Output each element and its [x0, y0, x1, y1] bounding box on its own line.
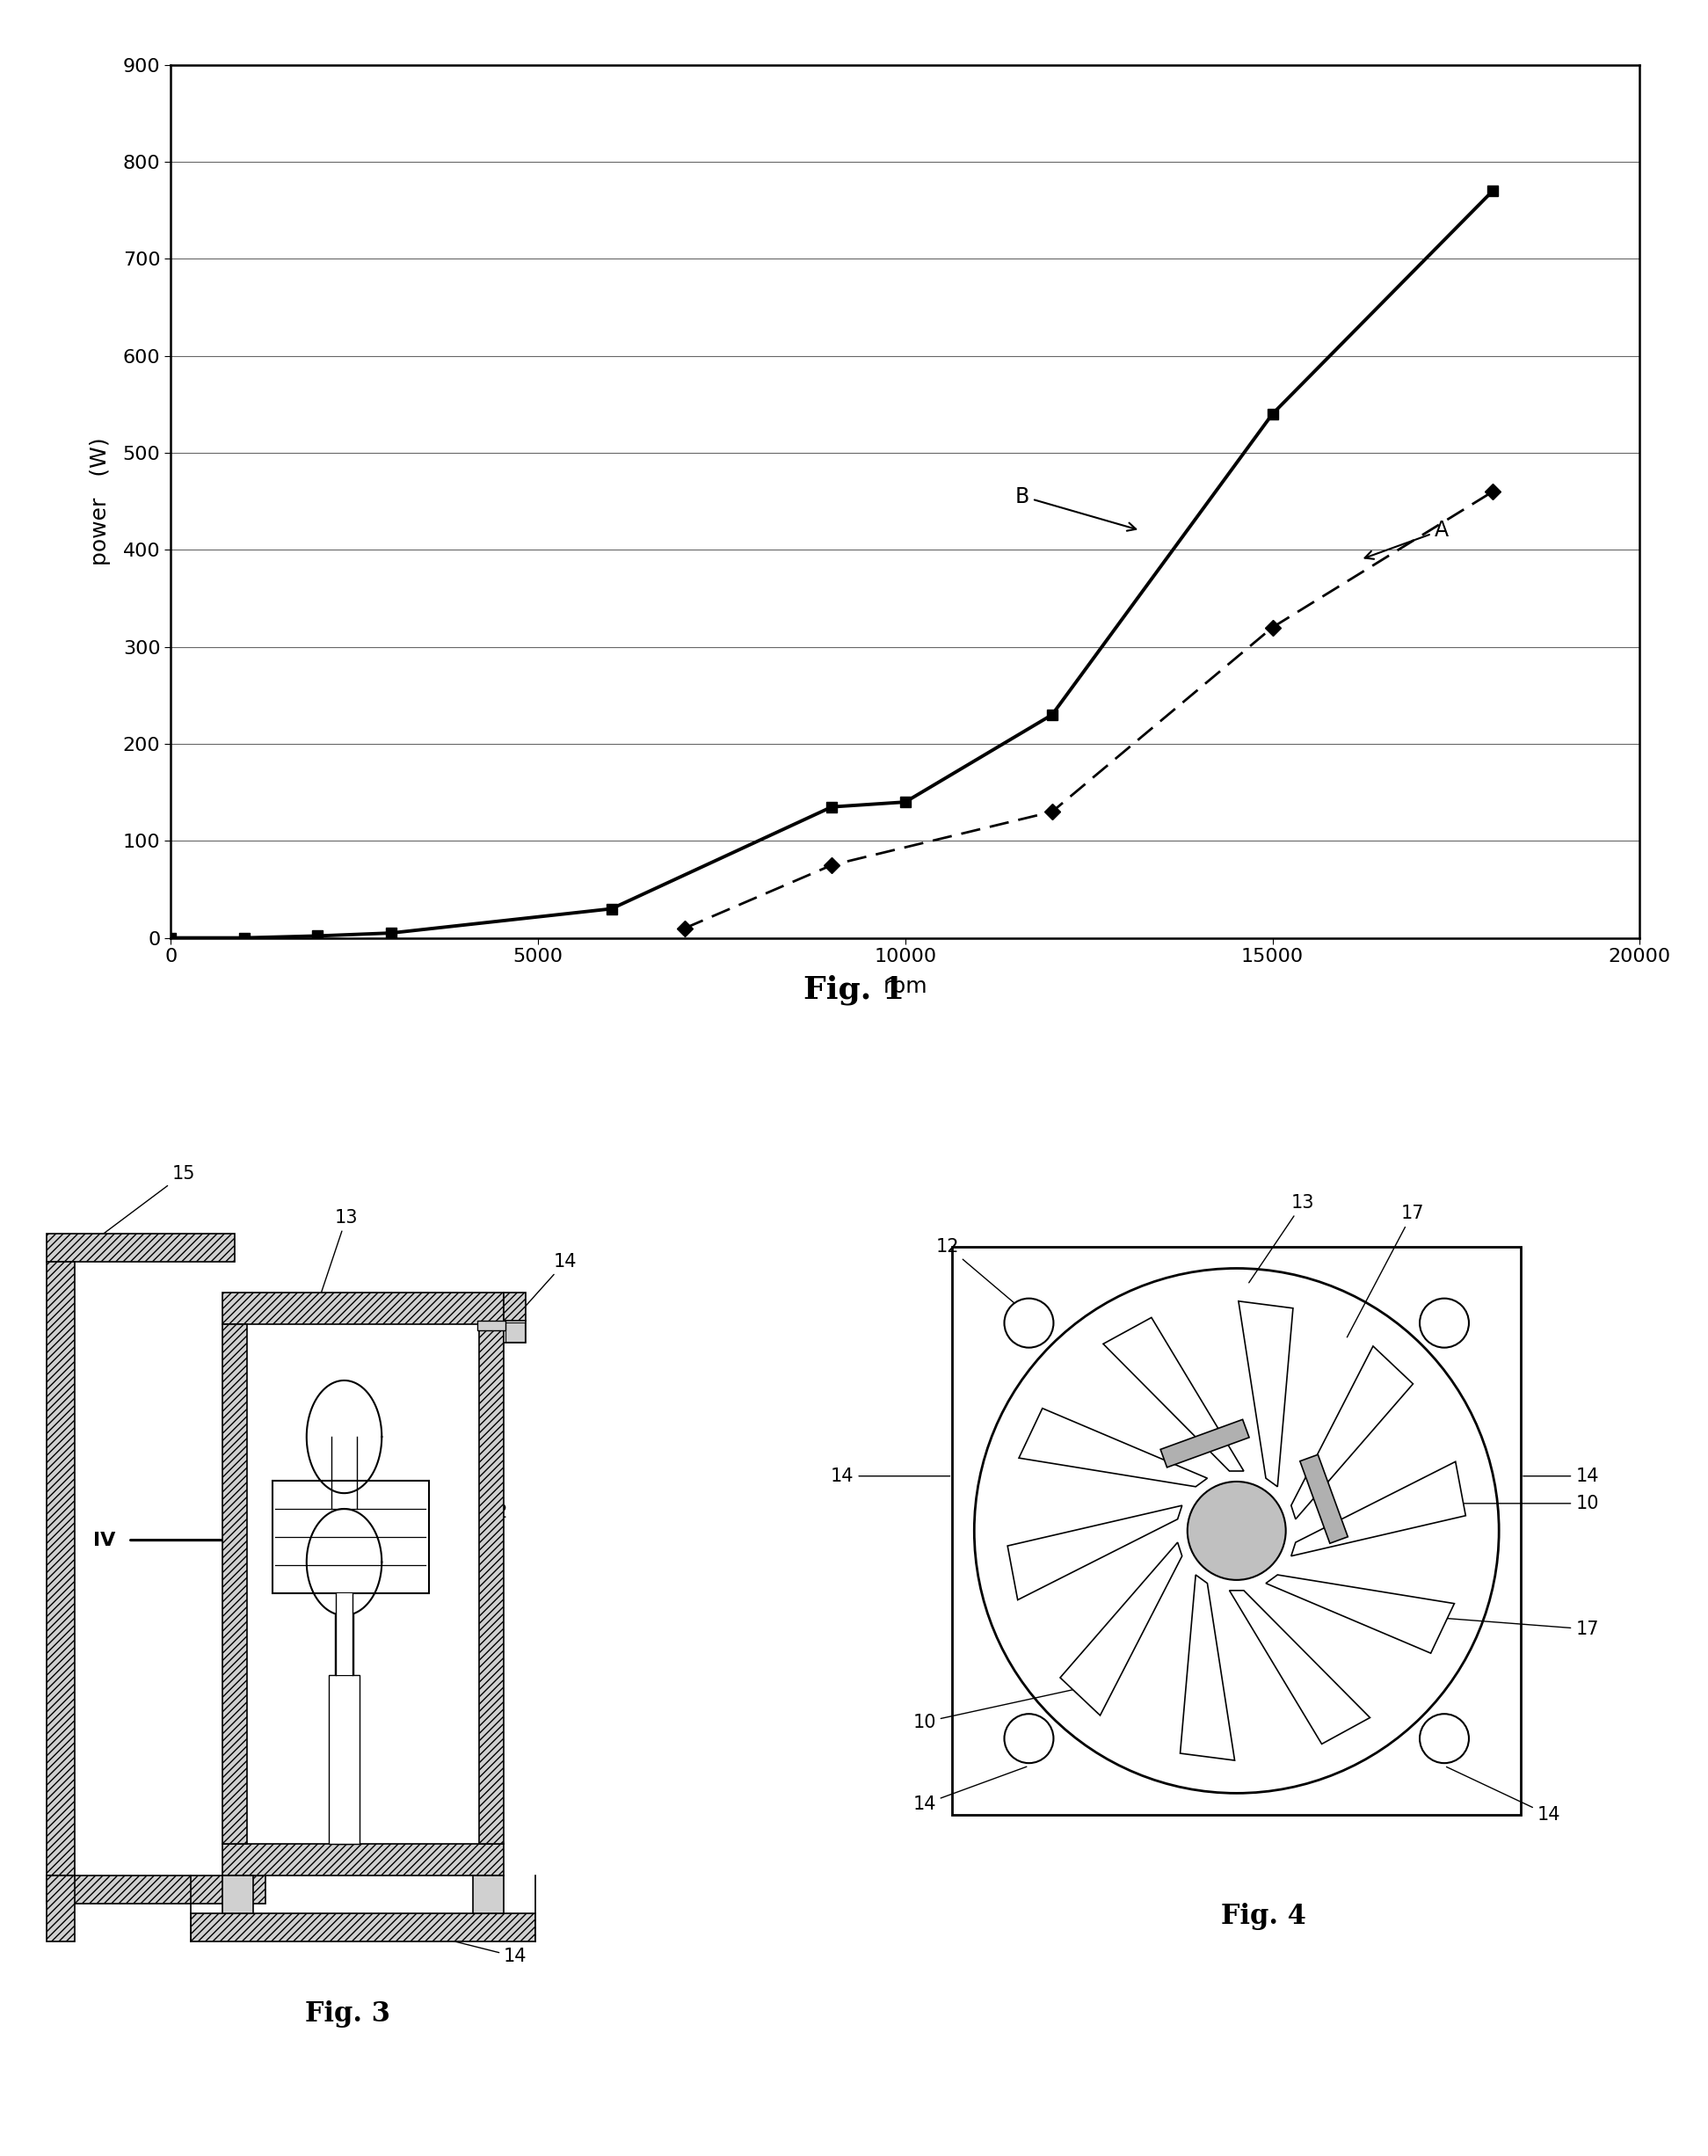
Text: 12: 12 [936, 1238, 1049, 1332]
Text: 14: 14 [506, 1253, 577, 1328]
Bar [46, 1876, 266, 1904]
Circle shape [1419, 1714, 1469, 1764]
Circle shape [1004, 1714, 1054, 1764]
Text: 17: 17 [61, 1884, 220, 1904]
Polygon shape [307, 1380, 383, 1494]
Bar [478, 1322, 506, 1330]
Bar [272, 1481, 429, 1593]
Text: 14: 14 [1447, 1768, 1561, 1824]
Text: 12: 12 [430, 1503, 509, 1539]
Polygon shape [1103, 1317, 1243, 1470]
Bar [222, 1876, 253, 1912]
Text: 10: 10 [912, 1684, 1098, 1731]
Text: 13: 13 [1249, 1194, 1315, 1283]
Bar [336, 1593, 352, 1675]
Polygon shape [1291, 1345, 1413, 1520]
Bar [248, 1324, 478, 1843]
Bar [336, 1593, 352, 1843]
Text: B: B [1015, 485, 1136, 530]
Circle shape [1004, 1298, 1054, 1348]
Text: 17: 17 [1375, 1613, 1599, 1639]
Bar [331, 1436, 357, 1509]
Text: 10: 10 [384, 1397, 483, 1436]
Bar [222, 1324, 248, 1843]
Bar [953, 1246, 1520, 1815]
Polygon shape [1180, 1574, 1235, 1759]
Polygon shape [1300, 1455, 1348, 1544]
Text: 14: 14 [1524, 1468, 1599, 1485]
Bar [46, 1233, 234, 1261]
Polygon shape [307, 1509, 383, 1615]
Bar [473, 1876, 504, 1912]
Text: Fig. 1: Fig. 1 [803, 975, 905, 1005]
Y-axis label: power   (W): power (W) [89, 438, 111, 565]
Text: 15: 15 [77, 1164, 195, 1253]
Text: A: A [1365, 520, 1448, 558]
Circle shape [1419, 1298, 1469, 1348]
Polygon shape [1291, 1462, 1465, 1557]
Bar [46, 1261, 75, 1876]
Bar [335, 1593, 354, 1843]
Text: 16: 16 [362, 1729, 483, 1761]
Text: Fig. 3: Fig. 3 [304, 2001, 389, 2029]
Bar [191, 1912, 535, 1940]
Text: 14: 14 [830, 1468, 950, 1485]
Polygon shape [1266, 1574, 1454, 1654]
Text: Fig. 4: Fig. 4 [1221, 1902, 1307, 1930]
Polygon shape [1008, 1505, 1182, 1600]
Text: IV: IV [94, 1531, 116, 1548]
Text: 13: 13 [316, 1210, 359, 1307]
Circle shape [974, 1268, 1500, 1794]
Polygon shape [1061, 1542, 1182, 1716]
Text: 17: 17 [1348, 1205, 1424, 1337]
Text: 10: 10 [1430, 1494, 1599, 1511]
Polygon shape [1230, 1591, 1370, 1744]
Bar [504, 1294, 526, 1322]
Bar [222, 1294, 504, 1324]
Polygon shape [1020, 1408, 1208, 1488]
Text: 14: 14 [912, 1766, 1027, 1813]
Text: 14: 14 [381, 1923, 528, 1966]
Bar [504, 1322, 526, 1343]
Polygon shape [1238, 1302, 1293, 1488]
Bar [478, 1324, 504, 1843]
Bar [506, 1322, 524, 1341]
Polygon shape [1160, 1419, 1249, 1468]
Bar [46, 1876, 75, 1940]
Circle shape [1187, 1481, 1286, 1580]
Bar [222, 1843, 504, 1876]
X-axis label: rpm: rpm [883, 977, 927, 996]
Bar [328, 1675, 360, 1843]
